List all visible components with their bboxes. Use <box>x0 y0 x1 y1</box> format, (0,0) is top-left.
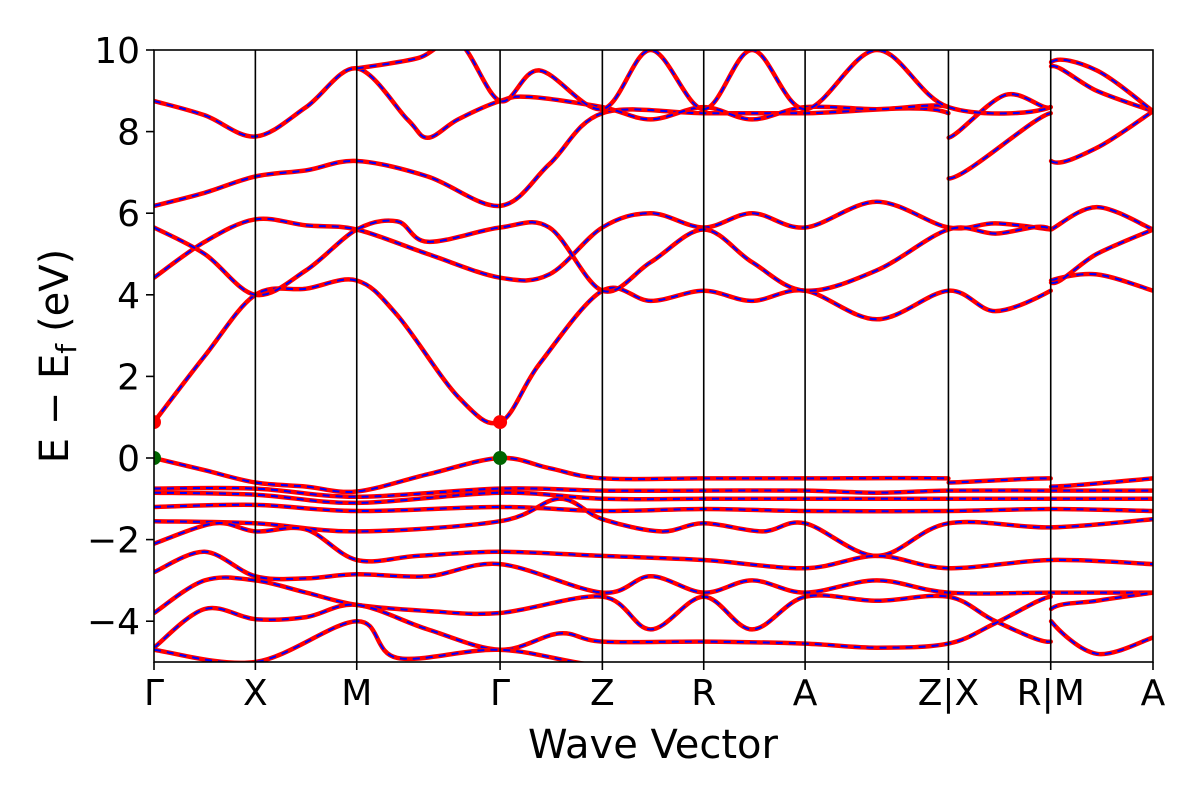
band-2-red <box>154 218 1153 298</box>
y-tick-label: 2 <box>117 357 140 398</box>
x-axis-title: Wave Vector <box>528 722 779 768</box>
y-axis-ticks: 10 8 6 4 2 0 −2 −4 <box>87 31 154 643</box>
x-tick-label: Z <box>590 673 615 714</box>
band-8-blue <box>154 491 1153 504</box>
y-axis-title-main: E − E <box>32 354 78 464</box>
band-4-blue <box>154 65 1153 139</box>
band-6-red <box>154 455 1153 495</box>
band-13-red <box>154 575 1153 644</box>
x-tick-label: X <box>243 673 268 714</box>
x-tick-label: A <box>793 673 818 714</box>
band-3-red <box>154 106 1153 209</box>
x-tick-label: Γ <box>144 673 164 714</box>
band-5-red <box>354 50 1153 116</box>
cbm-marker-0 <box>154 415 161 430</box>
x-tick-label: R|M <box>1017 673 1085 714</box>
y-tick-label: 6 <box>117 194 140 235</box>
band-0-blue <box>154 273 1153 425</box>
vbm-marker-1 <box>493 451 508 465</box>
band-edge-markers <box>154 415 508 465</box>
band-13-blue <box>154 576 1153 643</box>
band-lines <box>154 50 1153 662</box>
band-7-blue <box>154 486 1153 498</box>
cbm-marker-1 <box>493 415 508 430</box>
y-tick-label: −2 <box>87 521 140 562</box>
band-9-blue <box>154 503 1153 513</box>
y-tick-label: −4 <box>87 602 140 643</box>
band-4-red <box>154 64 1153 140</box>
x-tick-label: Z|X <box>918 673 979 714</box>
x-tick-label: M <box>341 673 372 714</box>
band-12-blue <box>154 550 1153 595</box>
x-axis-ticks: Γ X M Γ Z R A Z|X R|M A <box>144 662 1166 714</box>
y-axis-title: E − Ef (eV) <box>32 249 83 464</box>
band-3-blue <box>154 107 1153 207</box>
vbm-marker-0 <box>154 451 161 465</box>
band-14-blue <box>154 595 1153 656</box>
y-axis-title-subscript: f <box>50 343 83 354</box>
x-tick-label: A <box>1141 673 1166 714</box>
x-tick-label: R <box>691 673 716 714</box>
band-7-red <box>154 485 1153 500</box>
band-0-red <box>154 271 1153 426</box>
band-2-blue <box>154 219 1153 296</box>
y-tick-label: 10 <box>94 31 140 72</box>
x-tick-label: Γ <box>490 673 510 714</box>
high-symmetry-lines <box>254 50 1052 662</box>
y-axis-title-unit: (eV) <box>32 249 78 332</box>
band-15-blue <box>154 620 580 662</box>
y-tick-label: 4 <box>117 276 140 317</box>
band-1-blue <box>154 200 1153 282</box>
y-tick-label: 0 <box>117 439 140 480</box>
plot-frame <box>153 49 1154 663</box>
y-tick-label: 8 <box>117 113 140 154</box>
